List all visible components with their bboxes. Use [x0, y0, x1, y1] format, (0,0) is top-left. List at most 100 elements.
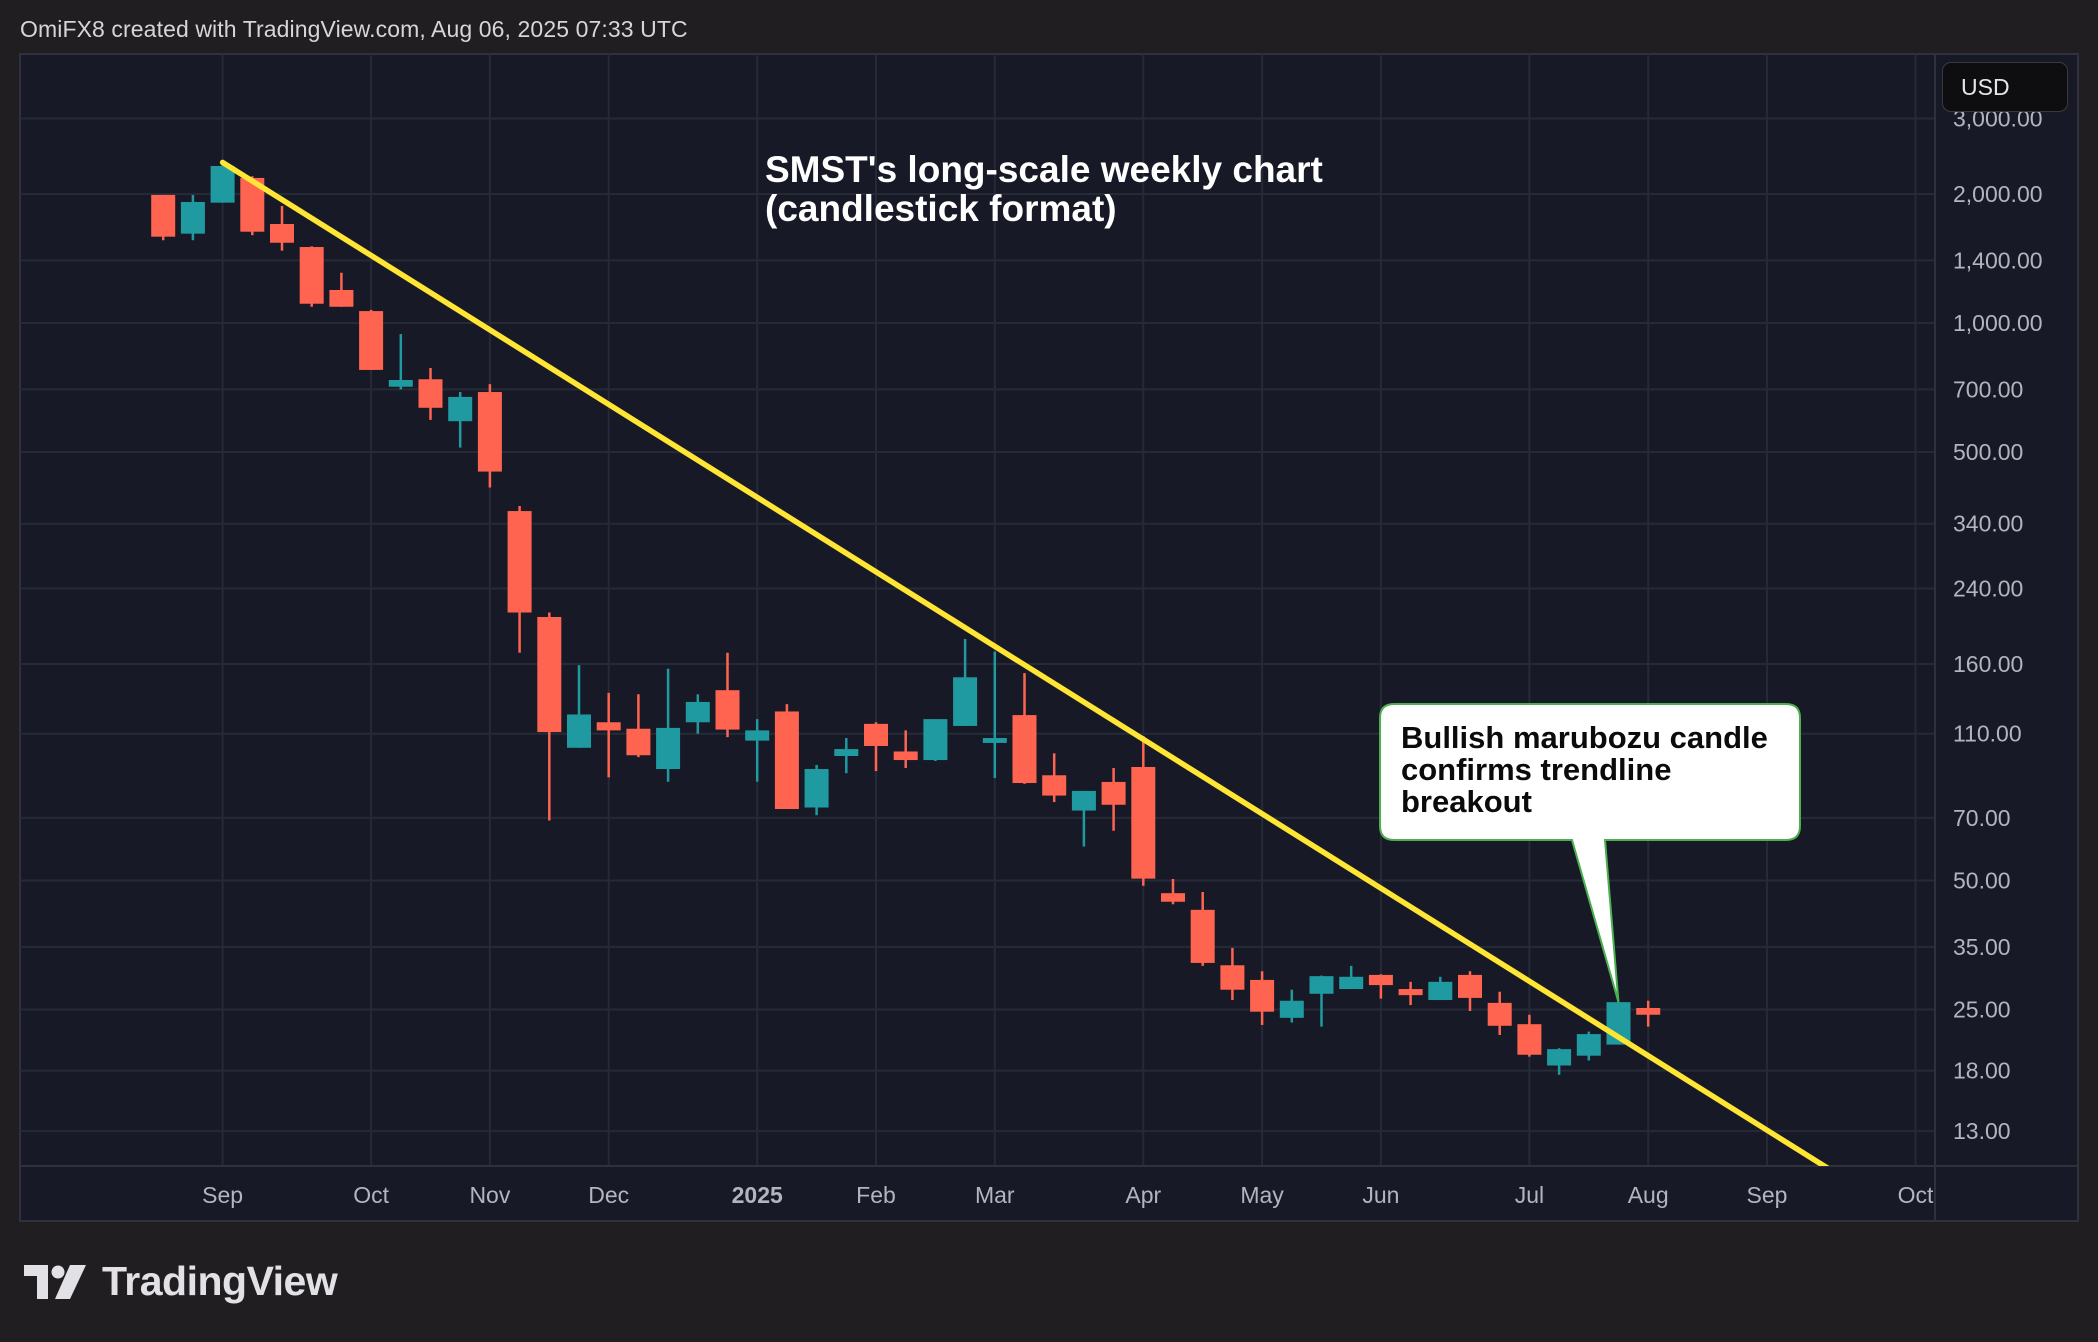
candle-body: [1428, 981, 1453, 1001]
candle-bullish[interactable]: [448, 392, 473, 448]
candle-body: [151, 194, 176, 237]
candle-body: [1398, 989, 1423, 996]
candle-bullish[interactable]: [1547, 1048, 1572, 1075]
candle-bearish[interactable]: [774, 704, 799, 810]
candle-bullish[interactable]: [1309, 975, 1334, 1027]
candle-bearish[interactable]: [240, 176, 265, 236]
price-tick-label: 340.00: [1953, 511, 2023, 537]
time-tick-label: Sep: [1747, 1182, 1788, 1208]
candle-bearish[interactable]: [1368, 974, 1393, 999]
candle-bullish[interactable]: [685, 694, 710, 734]
candle-bearish[interactable]: [1636, 1000, 1661, 1027]
candle-bullish[interactable]: [804, 764, 829, 816]
price-tick-label: 240.00: [1953, 576, 2023, 602]
candle-body: [359, 311, 384, 370]
candle-bearish[interactable]: [596, 692, 621, 778]
candle-bullish[interactable]: [834, 738, 859, 774]
candle-bearish[interactable]: [1012, 673, 1037, 784]
candle-bullish[interactable]: [745, 719, 770, 782]
candle-body: [1636, 1007, 1661, 1015]
candle-body: [329, 289, 354, 307]
time-tick-label: Dec: [588, 1182, 629, 1208]
candle-body: [1339, 976, 1364, 990]
candle-body: [1101, 781, 1126, 805]
annotation-callout[interactable]: [1379, 703, 1801, 1003]
candle-bearish[interactable]: [537, 612, 562, 821]
candle-body: [1042, 775, 1067, 796]
candle-body: [953, 677, 978, 726]
callout-bubble[interactable]: [1379, 703, 1801, 1003]
candle-body: [923, 719, 948, 761]
candle-bullish[interactable]: [1071, 790, 1096, 847]
candle-body: [834, 749, 859, 756]
candle-body: [567, 714, 591, 748]
price-tick-label: 50.00: [1953, 867, 2011, 893]
tradingview-logo-text: TradingView: [102, 1258, 338, 1304]
candle-bearish[interactable]: [626, 694, 651, 758]
candle-bearish[interactable]: [1398, 981, 1423, 1006]
trendline[interactable]: [219, 159, 1907, 1217]
candle-bullish[interactable]: [210, 162, 235, 203]
candle-bearish[interactable]: [477, 384, 502, 488]
candle-body: [1309, 976, 1334, 994]
candle-bearish[interactable]: [1250, 971, 1275, 1025]
candle-bullish[interactable]: [1576, 1031, 1601, 1061]
candle-bearish[interactable]: [329, 272, 354, 307]
chart-title-line-1: SMST's long-scale weekly chart: [765, 149, 1323, 190]
tradingview-logo[interactable]: TradingView: [24, 1258, 338, 1305]
candle-bullish[interactable]: [1279, 989, 1304, 1023]
candle-body: [1012, 715, 1037, 784]
time-tick-label: Feb: [856, 1182, 896, 1208]
candle-body: [745, 730, 770, 741]
candle-bullish[interactable]: [953, 639, 978, 726]
candle-bearish[interactable]: [418, 368, 443, 420]
candle-body: [418, 379, 443, 408]
candle-bearish[interactable]: [1131, 735, 1156, 886]
candle-bullish[interactable]: [1339, 965, 1364, 990]
candle-bullish[interactable]: [923, 719, 948, 762]
candle-bullish[interactable]: [388, 334, 413, 390]
candle-body: [1220, 965, 1245, 990]
candle-bearish[interactable]: [1220, 947, 1245, 1001]
candle-bearish[interactable]: [299, 246, 324, 307]
price-tick-label: 70.00: [1953, 805, 2011, 831]
candle-body: [1190, 909, 1215, 963]
candle-bearish[interactable]: [270, 205, 294, 251]
time-tick-label: 2025: [732, 1182, 783, 1208]
candle-body: [1368, 974, 1393, 986]
candle-bullish[interactable]: [656, 668, 681, 782]
candle-bearish[interactable]: [1190, 891, 1215, 966]
price-tick-label: 35.00: [1953, 934, 2011, 960]
candle-body: [1161, 893, 1185, 902]
candle-bearish[interactable]: [893, 730, 918, 769]
candle-body: [626, 728, 651, 756]
candle-bearish[interactable]: [151, 194, 176, 241]
trendline-group[interactable]: [219, 159, 1907, 1217]
candle-body: [180, 201, 205, 234]
currency-button[interactable]: USD: [1942, 62, 2068, 112]
candle-body: [477, 392, 502, 472]
price-tick-label: 2,000.00: [1953, 181, 2043, 207]
chart-title-line-2: (candlestick format): [765, 188, 1117, 229]
candle-body: [388, 380, 413, 387]
price-axis[interactable]: 3,000.002,000.001,400.001,000.00700.0050…: [1953, 106, 2043, 1145]
candle-bullish[interactable]: [180, 194, 205, 241]
candle-bullish[interactable]: [567, 665, 591, 748]
candle-bearish[interactable]: [1517, 1014, 1542, 1057]
candle-bullish[interactable]: [982, 651, 1007, 779]
candle-bearish[interactable]: [1458, 971, 1482, 1011]
candle-bearish[interactable]: [1042, 753, 1067, 803]
candle-bearish[interactable]: [1101, 768, 1126, 831]
candle-bearish[interactable]: [1487, 991, 1512, 1035]
candle-bearish[interactable]: [359, 309, 384, 370]
time-tick-label: Mar: [975, 1182, 1015, 1208]
candle-bearish[interactable]: [507, 506, 532, 653]
candle-bearish[interactable]: [1161, 878, 1185, 905]
candle-bearish[interactable]: [864, 722, 888, 772]
candle-bearish[interactable]: [715, 652, 740, 738]
time-axis[interactable]: Sep Oct Nov Dec 2025 Feb Mar Apr May Jun Jul Aug Sep…: [202, 1182, 1934, 1208]
candle-body: [448, 396, 473, 422]
annotation-line-1: Bullish marubozu candle: [1401, 720, 1768, 755]
candle-bullish[interactable]: [1428, 976, 1453, 1001]
